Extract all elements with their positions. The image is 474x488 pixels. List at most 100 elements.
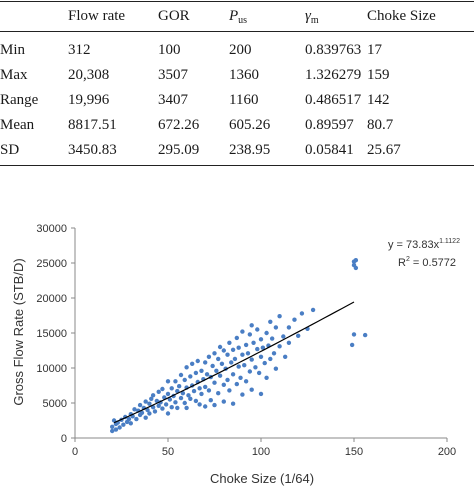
y-axis-label: Gross Flow Rate (STB/D) [11,258,26,405]
table-cell: 3450.83 [68,142,117,158]
x-tick-label: 100 [252,446,270,458]
data-point [230,401,236,406]
table-cell: 1360 [229,67,259,83]
table-cell: 100 [158,42,181,58]
data-point [240,329,245,334]
data-point [240,392,245,397]
data-point [203,360,208,365]
data-point [167,397,173,402]
data-point [217,373,223,378]
data-point [160,406,165,411]
data-point [156,403,161,408]
data-point [286,340,292,345]
data-point [110,424,115,429]
table-header-rule [0,31,474,32]
data-point [273,366,279,371]
data-point [277,344,282,349]
data-point [234,381,240,387]
table-cell: 0.05841 [305,142,354,158]
table-cell: 142 [367,92,390,108]
data-point [147,401,152,406]
data-point [256,370,262,376]
data-point [255,327,260,332]
equation-label: y = 73.83x1.1122 [388,238,460,251]
data-point [126,416,132,422]
data-point [281,334,286,339]
data-point [162,395,167,400]
data-point [353,258,359,263]
data-point [206,354,212,359]
data-point [349,342,355,348]
row-label: Range [0,92,39,108]
data-point [182,377,187,383]
data-point [362,332,368,338]
data-point [188,374,193,379]
data-point [150,393,156,398]
y-tick-label: 10000 [36,363,67,375]
table-cell: 80.7 [367,117,394,133]
header-gamma-m: γm [305,8,319,26]
data-point [212,351,217,356]
data-point [173,400,178,405]
data-point [195,358,200,364]
data-point [193,370,199,376]
table-cell: 672.26 [158,117,200,133]
data-point [208,398,213,403]
data-point [230,347,236,352]
r-squared-label: R2 = 0.5772 [398,256,456,269]
data-point [189,361,195,366]
data-point [351,332,357,337]
table-cell: 3507 [158,67,188,83]
scatter-chart: 0 50 100 150 200 0 5000 10000 15000 20000 25000 300… [11,223,460,486]
data-point [264,330,269,336]
row-label: Mean [0,117,35,133]
header-choke-size: Choke Size [367,8,436,24]
data-point [188,396,193,401]
data-point [238,375,243,380]
data-point [247,332,253,337]
data-point [173,379,178,384]
data-point [184,405,189,411]
data-point [149,396,154,401]
table-cell: 238.95 [229,142,271,158]
data-point [197,402,202,407]
header-flow-rate: Flow rate [68,8,126,24]
data-point [197,386,202,391]
data-point [273,325,279,330]
data-point [206,388,212,393]
data-point [139,410,145,415]
data-point [182,400,187,406]
data-point [165,391,171,397]
data-point [143,415,148,420]
y-tick-label: 0 [61,433,67,445]
data-point [216,356,221,362]
data-point [154,398,160,404]
data-point [245,351,251,356]
data-point [255,346,260,352]
data-point [232,356,238,362]
data-point [180,391,186,396]
data-point [296,333,301,338]
data-point [236,345,241,350]
data-point [184,365,189,370]
data-point [217,344,223,350]
data-point [156,389,161,394]
table-cell: 1.326279 [305,67,362,83]
data-point [175,388,180,394]
data-point [143,399,148,404]
x-axis-label: Choke Size (1/64) [210,471,314,486]
data-point [253,365,258,370]
table-cell: 0.486517 [305,92,362,108]
data-point [113,427,119,432]
data-point [262,360,267,366]
y-tick-label: 25000 [36,258,67,270]
data-point [121,422,126,427]
data-point [292,317,297,322]
data-point [243,379,249,384]
data-point [165,379,171,384]
data-point [175,405,180,411]
data-point [227,340,232,345]
data-point [249,357,254,362]
data-point [165,411,171,416]
data-point [191,388,197,394]
